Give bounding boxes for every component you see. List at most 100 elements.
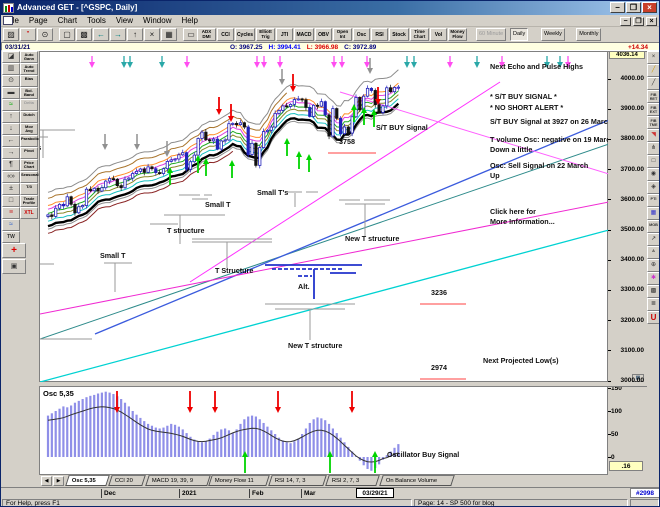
- elliott-wave-sidebar-button[interactable]: ≈: [2, 99, 20, 111]
- arrow-up-sidebar-button[interactable]: ↑: [2, 111, 20, 123]
- tab-osc-5-35[interactable]: Osc 5,35: [65, 475, 110, 486]
- restore-button[interactable]: ❐: [626, 2, 641, 13]
- ellipse-tool-button[interactable]: □: [647, 155, 659, 168]
- child-minimize-button[interactable]: −: [620, 17, 631, 26]
- study-button-obv[interactable]: OBV: [315, 28, 332, 41]
- period-button-daily[interactable]: Daily: [510, 28, 529, 41]
- study-button-jti[interactable]: JTI: [276, 28, 293, 41]
- color-palette-tool-button[interactable]: ✱: [647, 272, 659, 285]
- sidebar-study-seasonal[interactable]: Seasonal: [20, 171, 39, 183]
- profit-chart-tool-button[interactable]: ↗: [647, 233, 659, 246]
- refresh-toolbar-button[interactable]: ↑: [127, 28, 143, 41]
- pti-tool-button[interactable]: PTI: [647, 194, 659, 207]
- menu-window[interactable]: Window: [143, 16, 172, 25]
- tab-macd-19-39-9[interactable]: MACD 19, 39, 9: [144, 475, 210, 486]
- rectangle-sidebar-button[interactable]: □: [2, 195, 20, 207]
- child-window-icon[interactable]: [3, 16, 13, 25]
- mob-tool-button[interactable]: MOB: [647, 220, 659, 233]
- quotes-toolbar-button[interactable]: ”: [20, 28, 36, 41]
- time-date-box[interactable]: 03/29/21: [356, 488, 394, 498]
- sidebar-study-delta[interactable]: Delta: [20, 99, 38, 111]
- study-button-vol[interactable]: Vol: [430, 28, 447, 41]
- study-button-stock[interactable]: Stock: [389, 28, 409, 41]
- sidebar-study-trade-profile[interactable]: Trade Profile: [20, 195, 38, 207]
- sidebar-study-price-chart[interactable]: Price Chart: [20, 159, 38, 171]
- sidebar-study-auto-trend[interactable]: Auto Trend: [20, 63, 38, 75]
- sidebar-study-bias[interactable]: Bias: [20, 75, 38, 87]
- gann-fan-tool-button[interactable]: ◥: [647, 129, 659, 142]
- tab-money-flow-11[interactable]: Money Flow 11: [208, 475, 271, 486]
- close-button[interactable]: ×: [642, 2, 657, 13]
- arrow-right-sidebar-button[interactable]: →: [2, 147, 20, 159]
- tab-scroll-left-button[interactable]: ◀: [41, 476, 52, 486]
- study-button-cycles[interactable]: Cycles: [235, 28, 255, 41]
- more-information-link[interactable]: Click here for: [490, 207, 536, 216]
- copy-pages-tool-button[interactable]: ≣: [647, 298, 659, 311]
- sidebar-study-auto-gann[interactable]: Auto Gann: [20, 51, 38, 63]
- zoom-glass-tool-button[interactable]: ⊕: [647, 259, 659, 272]
- lines-sidebar-button[interactable]: ≡: [2, 207, 20, 219]
- sidebar-study-parabolic[interactable]: Parabolic: [20, 135, 39, 147]
- menu-view[interactable]: View: [115, 16, 134, 25]
- elliott-circle-tool-button[interactable]: ◉: [647, 168, 659, 181]
- menu-page[interactable]: Page: [28, 16, 48, 25]
- child-close-button[interactable]: ×: [646, 17, 657, 26]
- regression-tool-button[interactable]: ◈: [647, 181, 659, 194]
- minimize-button[interactable]: −: [610, 2, 625, 13]
- matrix-tool-button[interactable]: ▩: [647, 285, 659, 298]
- new-chart-toolbar-button[interactable]: ▢: [59, 28, 75, 41]
- tab-rsi-14-7-3[interactable]: RSI 14, 7, 3: [268, 475, 327, 486]
- tab-scroll-right-button[interactable]: ▶: [53, 476, 64, 486]
- panel-splitter[interactable]: [1, 382, 659, 386]
- menu-chart[interactable]: Chart: [57, 16, 78, 25]
- open-chart-toolbar-button[interactable]: ▩: [76, 28, 92, 41]
- sidebar-study-dutch[interactable]: Dutch: [20, 111, 38, 123]
- study-button-open-int[interactable]: Open Int: [333, 28, 352, 41]
- menu-tools[interactable]: Tools: [87, 16, 106, 25]
- study-button-money-flow[interactable]: Money Flow: [448, 28, 467, 41]
- search-toolbar-button[interactable]: ⊙: [37, 28, 53, 41]
- tab-rsi-2-7-3[interactable]: RSI 2, 7, 3: [325, 475, 381, 486]
- fib-time-tool-button[interactable]: FIB TME: [647, 116, 659, 129]
- oscillator-canvas[interactable]: Osc 5,35 Oscillator Buy Signal: [40, 387, 609, 476]
- study-button-macd[interactable]: MACD: [294, 28, 314, 41]
- study-button-rsi[interactable]: RSI: [371, 28, 388, 41]
- tile-layout-toolbar-button[interactable]: ▦: [161, 28, 177, 41]
- snapshot-camera-sidebar-button[interactable]: ▣: [2, 259, 26, 274]
- expand-sidebar-button[interactable]: «»: [2, 171, 20, 183]
- sidebar-study-bol-band[interactable]: Bol. Band: [20, 87, 38, 99]
- sidebar-study-t-3[interactable]: T/3: [20, 183, 38, 195]
- underline-u-tool-button[interactable]: U: [647, 311, 659, 324]
- crosshair-x-tool-button[interactable]: ×: [647, 51, 659, 64]
- draw-brush-sidebar-button[interactable]: ◪: [2, 51, 20, 63]
- period-button-60-minute[interactable]: 60 Minute: [476, 28, 507, 41]
- pattern-sidebar-button[interactable]: ▥: [2, 63, 20, 75]
- study-button-adx-dmi[interactable]: ADX DMI: [197, 28, 216, 41]
- oscillator-panel[interactable]: Osc 5,35 Oscillator Buy Signal: [39, 386, 608, 475]
- pencil-tool-button[interactable]: ╱: [647, 64, 659, 77]
- sidebar-study-mov-avg[interactable]: Mov Avg: [20, 123, 38, 135]
- link-toolbar-button[interactable]: ▨: [3, 28, 19, 41]
- fib-extension-tool-button[interactable]: FIB EXT: [647, 103, 659, 116]
- font-sidebar-button[interactable]: ¶: [2, 159, 20, 171]
- prev-chart-toolbar-button[interactable]: ←: [93, 28, 109, 41]
- sidebar-study-pivot[interactable]: Pivot: [20, 147, 38, 159]
- pitchfork-tool-button[interactable]: ⋔: [647, 142, 659, 155]
- axis-settings-icon[interactable]: ▦: [632, 374, 644, 382]
- fib-retracement-tool-button[interactable]: FIB RET: [647, 90, 659, 103]
- arrow-left-sidebar-button[interactable]: ←: [2, 135, 20, 147]
- grid-table-tool-button[interactable]: ▦: [647, 207, 659, 220]
- study-button-time-chart[interactable]: Time Chart: [410, 28, 429, 41]
- study-button-osc[interactable]: Osc: [353, 28, 370, 41]
- more-information-link[interactable]: More Information...: [490, 217, 555, 226]
- period-button-monthly[interactable]: Monthly: [576, 28, 602, 41]
- tab-cci-20[interactable]: CCI 20: [108, 475, 147, 486]
- price-chart-canvas[interactable]: 3758 3236 2974 Next Echo and Pulse Highs * S…: [10, 52, 615, 383]
- tab-on-balance-volume[interactable]: On Balance Volume: [378, 475, 455, 486]
- price-chart-panel[interactable]: 3758 3236 2974 Next Echo and Pulse Highs * S…: [10, 51, 615, 383]
- add-plus-sidebar-button[interactable]: +: [2, 243, 26, 258]
- plus-minus-sidebar-button[interactable]: ±: [2, 183, 20, 195]
- study-button-cci[interactable]: CCI: [217, 28, 234, 41]
- waves-sidebar-button[interactable]: ≈: [2, 219, 20, 231]
- delete-chart-toolbar-button[interactable]: ×: [144, 28, 160, 41]
